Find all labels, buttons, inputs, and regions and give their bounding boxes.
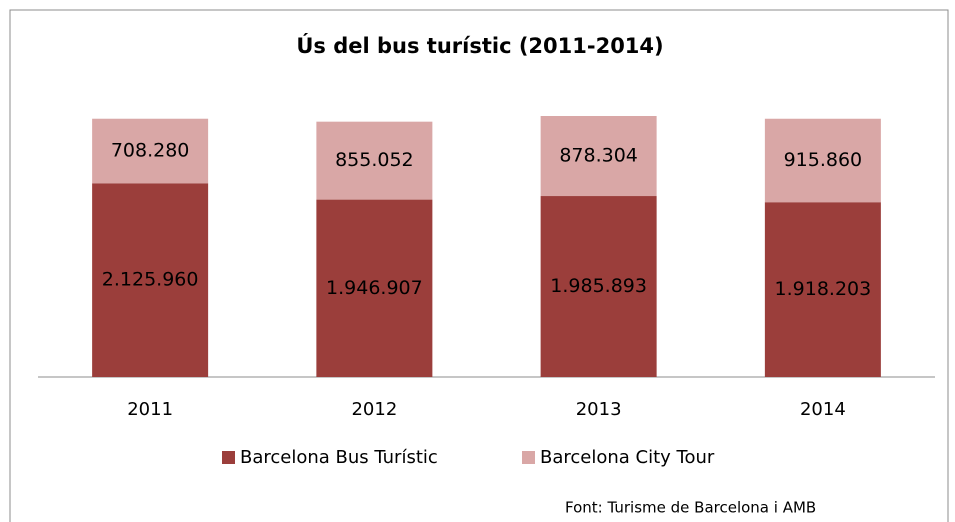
data-label: 1.918.203 xyxy=(775,278,872,300)
chart-title: Ús del bus turístic (2011-2014) xyxy=(296,33,663,58)
source-note: Font: Turisme de Barcelona i AMB xyxy=(565,499,816,517)
bar-segment xyxy=(92,118,209,184)
bar-segment xyxy=(92,183,209,377)
legend-swatch xyxy=(222,451,235,464)
data-label: 708.280 xyxy=(111,140,190,162)
x-tick-label: 2012 xyxy=(351,399,397,420)
bar-segment xyxy=(316,199,433,377)
data-label: 878.304 xyxy=(559,145,638,167)
data-label: 1.985.893 xyxy=(550,275,647,297)
legend-label: Barcelona City Tour xyxy=(540,447,715,468)
bar-segment xyxy=(764,118,881,203)
legend-label: Barcelona Bus Turístic xyxy=(240,447,438,468)
legend-swatch xyxy=(522,451,535,464)
data-label: 1.946.907 xyxy=(326,277,423,299)
x-tick-label: 2014 xyxy=(800,399,846,420)
bar-segment xyxy=(540,116,657,197)
bar-segment xyxy=(540,196,657,377)
data-label: 855.052 xyxy=(335,149,414,171)
x-tick-label: 2013 xyxy=(576,399,622,420)
data-label: 915.860 xyxy=(784,149,863,171)
bar-segment xyxy=(316,121,433,200)
data-label: 2.125.960 xyxy=(102,269,199,291)
x-tick-label: 2011 xyxy=(127,399,173,420)
bar-segment xyxy=(764,202,881,377)
